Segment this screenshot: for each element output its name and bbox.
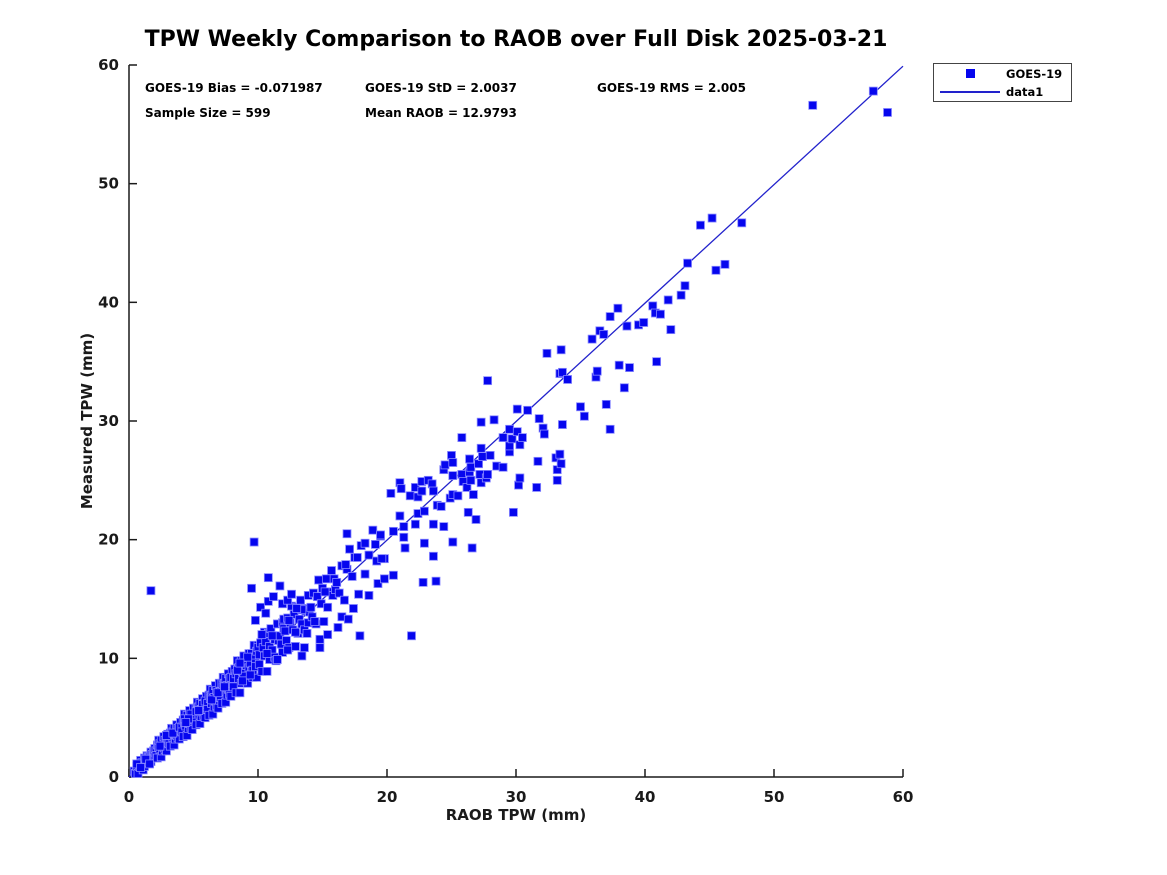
legend-item-data1: data1 [934,83,1071,100]
legend: GOES-19 data1 [933,63,1072,102]
legend-item-label: data1 [1006,84,1044,99]
svg-text:20: 20 [98,531,119,549]
y-axis-label: Measured TPW (mm) [78,332,96,510]
stat-rms: GOES-19 RMS = 2.005 [597,81,746,95]
stat-mean-raob: Mean RAOB = 12.9793 [365,106,517,120]
svg-text:40: 40 [635,788,656,806]
x-axis-label: RAOB TPW (mm) [445,806,587,824]
legend-item-goes19: GOES-19 [934,65,1071,82]
chart-title: TPW Weekly Comparison to RAOB over Full … [144,27,888,52]
svg-text:10: 10 [98,649,119,667]
svg-text:30: 30 [506,788,527,806]
stat-bias: GOES-19 Bias = -0.071987 [145,81,323,95]
stat-std: GOES-19 StD = 2.0037 [365,81,517,95]
line-segment-icon [934,90,1006,93]
svg-text:50: 50 [764,788,785,806]
svg-text:0: 0 [109,768,119,786]
svg-text:40: 40 [98,293,119,311]
svg-text:50: 50 [98,175,119,193]
svg-text:20: 20 [377,788,398,806]
square-marker-icon [934,69,1006,78]
svg-text:60: 60 [98,56,119,74]
legend-item-label: GOES-19 [1006,66,1063,81]
svg-text:0: 0 [124,788,134,806]
svg-text:10: 10 [248,788,269,806]
svg-text:30: 30 [98,412,119,430]
stat-sample-size: Sample Size = 599 [145,106,271,120]
svg-text:60: 60 [893,788,914,806]
